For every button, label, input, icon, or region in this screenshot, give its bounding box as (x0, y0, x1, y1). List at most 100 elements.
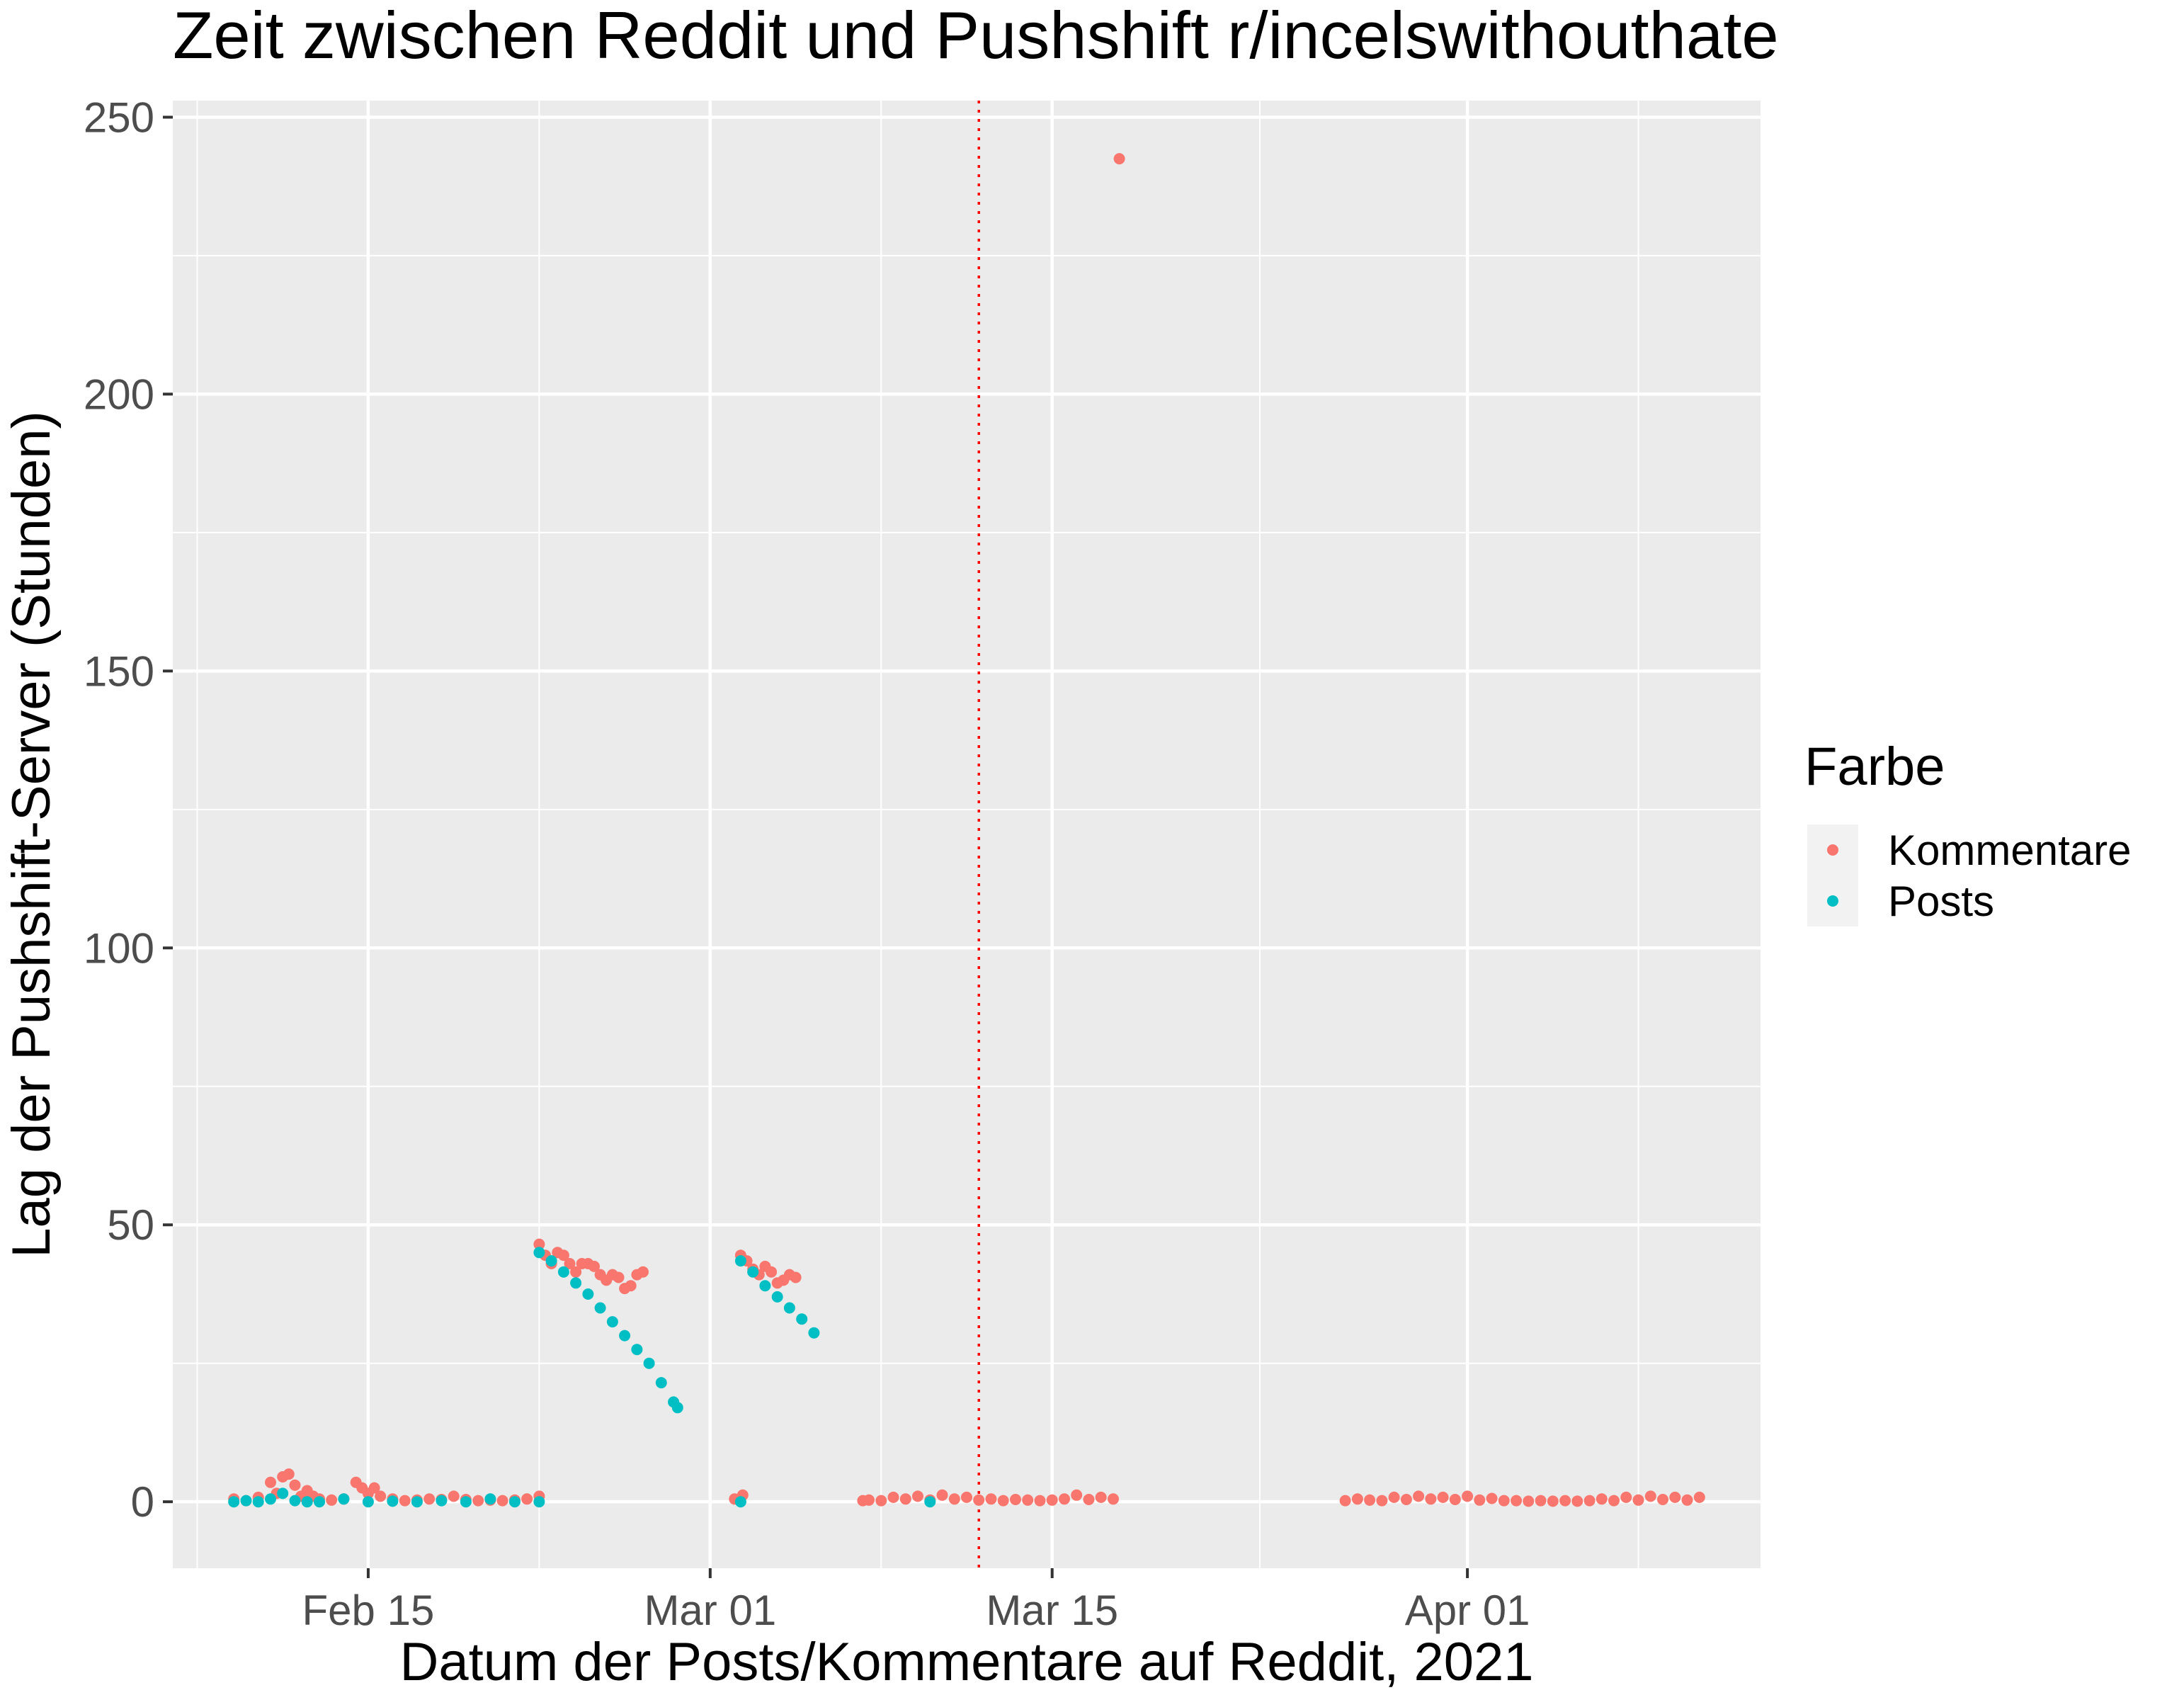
data-point (1071, 1489, 1083, 1501)
y-axis: 0 50 100 150 200 250 (84, 93, 173, 1526)
series-posts (228, 1247, 936, 1508)
data-point (533, 1496, 545, 1508)
data-point (582, 1288, 594, 1300)
data-point (1547, 1495, 1559, 1507)
data-point (484, 1493, 496, 1505)
data-point (240, 1495, 252, 1507)
data-point (1523, 1495, 1535, 1507)
data-point (1095, 1491, 1107, 1503)
data-point (326, 1494, 338, 1506)
data-point (1644, 1490, 1656, 1502)
data-point (368, 1482, 380, 1494)
legend-marker (1827, 895, 1838, 907)
data-point (924, 1496, 936, 1508)
data-point (1632, 1494, 1644, 1506)
data-point (1620, 1491, 1632, 1503)
legend-title: Farbe (1804, 737, 1945, 797)
x-axis: Feb 15 Mar 01 Mar 15 Apr 01 (302, 1568, 1530, 1634)
data-point (1571, 1495, 1583, 1507)
data-point (631, 1344, 643, 1356)
plot-panel (173, 101, 1761, 1568)
data-point (747, 1266, 759, 1278)
data-point (411, 1496, 423, 1508)
legend-marker (1827, 844, 1838, 856)
data-point (1083, 1494, 1095, 1505)
data-point (1596, 1493, 1608, 1505)
data-point (759, 1280, 771, 1292)
data-point (961, 1491, 972, 1503)
data-point (613, 1271, 625, 1283)
data-point (533, 1247, 545, 1259)
data-point (564, 1258, 576, 1269)
y-tick-label: 50 (107, 1201, 154, 1249)
data-point (912, 1490, 923, 1502)
data-point (265, 1476, 276, 1488)
data-point (283, 1468, 295, 1480)
data-point (790, 1271, 802, 1283)
data-point (625, 1280, 637, 1292)
data-point (314, 1496, 325, 1508)
data-point (1462, 1490, 1474, 1502)
data-point (997, 1495, 1009, 1507)
x-tick-label: Apr 01 (1405, 1587, 1530, 1634)
data-point (594, 1302, 606, 1314)
data-point (619, 1330, 631, 1342)
data-point (1535, 1495, 1547, 1507)
data-point (265, 1493, 276, 1505)
data-point (436, 1495, 448, 1507)
data-point (783, 1302, 795, 1314)
data-point (1449, 1494, 1461, 1505)
data-point (228, 1496, 240, 1508)
data-point (557, 1249, 569, 1262)
data-point (875, 1495, 887, 1507)
legend-label: Kommentare (1888, 827, 2131, 874)
data-point (460, 1496, 472, 1508)
data-point (508, 1496, 521, 1508)
data-point (1583, 1495, 1596, 1507)
data-point (301, 1496, 313, 1508)
data-point (899, 1493, 911, 1505)
data-point (655, 1377, 667, 1389)
data-point (423, 1493, 436, 1505)
data-point (796, 1313, 808, 1325)
data-point (1669, 1491, 1681, 1503)
data-point (863, 1494, 875, 1506)
data-point (936, 1489, 948, 1501)
y-axis-label: Lag der Pushshift-Server (Stunden) (1, 411, 62, 1258)
data-point (1498, 1495, 1510, 1507)
data-point (545, 1255, 557, 1267)
data-point (1376, 1495, 1388, 1507)
data-point (1059, 1493, 1070, 1505)
data-point (985, 1493, 997, 1505)
data-point (1693, 1491, 1705, 1503)
data-point (533, 1238, 545, 1250)
data-point (1010, 1494, 1021, 1505)
data-point (637, 1266, 649, 1278)
x-tick-label: Mar 01 (644, 1587, 776, 1634)
data-point (1388, 1491, 1400, 1503)
x-axis-label: Datum der Posts/Kommentare auf Reddit, 2… (399, 1632, 1533, 1692)
data-point (606, 1316, 618, 1328)
data-point (1108, 1493, 1119, 1505)
data-point (1681, 1494, 1693, 1506)
x-tick-label: Mar 15 (986, 1587, 1118, 1634)
data-point (1034, 1495, 1046, 1507)
data-point (766, 1266, 778, 1278)
y-tick-label: 0 (131, 1478, 154, 1526)
data-point (472, 1495, 484, 1507)
data-point (375, 1490, 387, 1502)
data-point (643, 1357, 655, 1369)
data-point (496, 1495, 508, 1507)
legend-label: Posts (1888, 878, 1994, 925)
data-point (570, 1277, 582, 1289)
data-point (387, 1495, 399, 1507)
data-point (448, 1490, 460, 1502)
data-point (289, 1495, 301, 1507)
data-point (1511, 1495, 1523, 1507)
y-tick-label: 150 (84, 647, 154, 695)
data-point (734, 1255, 746, 1267)
y-tick-label: 100 (84, 924, 154, 972)
